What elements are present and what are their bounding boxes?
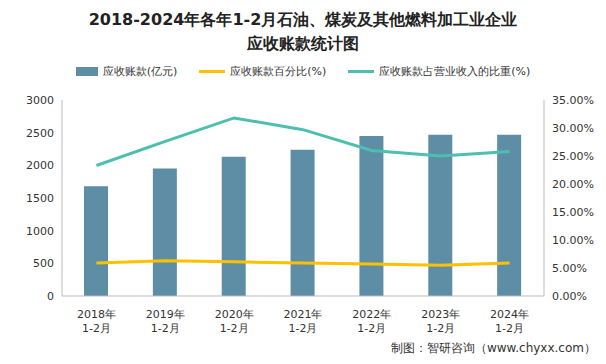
html-text:应收账款百分比(%): 应收账款百分比(%) xyxy=(230,65,327,78)
svg-text:2022年1-2月: 2022年1-2月 xyxy=(352,308,391,335)
svg-text:35.00%: 35.00% xyxy=(552,94,594,107)
html-text:应收账款占营业收入的比重(%): 应收账款占营业收入的比重(%) xyxy=(379,65,531,78)
svg-text:2019年1-2月: 2019年1-2月 xyxy=(146,308,185,335)
html-text:应收账款(亿元): 应收账款(亿元) xyxy=(102,65,178,78)
svg-text:15.00%: 15.00% xyxy=(552,206,594,219)
svg-text:10.00%: 10.00% xyxy=(552,234,594,247)
svg-text:30.00%: 30.00% xyxy=(552,122,594,135)
svg-text:20.00%: 20.00% xyxy=(552,178,594,191)
svg-text:2021年1-2月: 2021年1-2月 xyxy=(284,308,323,335)
svg-text:2020年1-2月: 2020年1-2月 xyxy=(215,308,254,335)
svg-text:2018年1-2月: 2018年1-2月 xyxy=(77,308,116,335)
svg-text:0.00%: 0.00% xyxy=(552,290,587,303)
svg-text:2023年1-2月: 2023年1-2月 xyxy=(421,308,460,335)
svg-text:25.00%: 25.00% xyxy=(552,150,594,163)
svg-text:1000: 1000 xyxy=(26,225,54,238)
svg-text:1500: 1500 xyxy=(26,192,54,205)
svg-text:3000: 3000 xyxy=(26,94,54,107)
svg-text:2024年1-2月: 2024年1-2月 xyxy=(490,308,529,335)
html-text:制图：智研咨询（www.chyxx.com）: 制图：智研咨询（www.chyxx.com） xyxy=(390,341,596,355)
html-text:2018-2024年各年1-2月石油、煤炭及其他燃料加工业企: 2018-2024年各年1-2月石油、煤炭及其他燃料加工业企业 应收账款统计图 xyxy=(88,10,518,53)
svg-text:0: 0 xyxy=(47,290,54,303)
svg-text:2500: 2500 xyxy=(26,127,54,140)
svg-text:2000: 2000 xyxy=(26,159,54,172)
svg-text:500: 500 xyxy=(33,257,54,270)
svg-text:5.00%: 5.00% xyxy=(552,262,587,275)
